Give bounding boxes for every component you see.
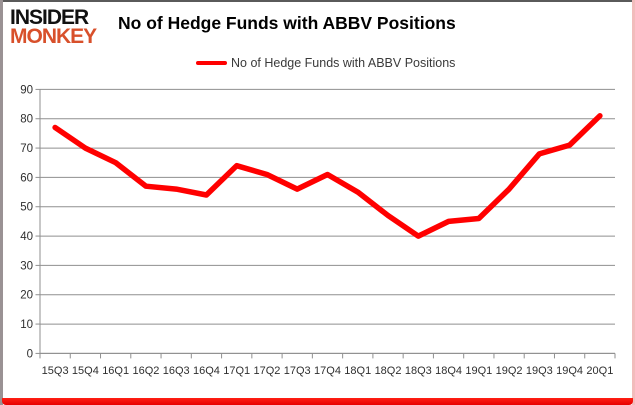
y-tick-label: 50 [20, 202, 33, 214]
y-tick-label: 10 [20, 319, 33, 331]
y-tick-label: 70 [20, 143, 33, 155]
x-tick-label: 18Q3 [405, 365, 432, 377]
legend-line-swatch [196, 61, 227, 65]
y-tick-label: 20 [20, 290, 33, 302]
legend-label: No of Hedge Funds with ABBV Positions [231, 56, 456, 70]
x-tick-label: 16Q2 [132, 365, 159, 377]
x-tick-label: 20Q1 [586, 365, 613, 377]
x-tick-label: 17Q3 [284, 365, 311, 377]
x-tick-label: 18Q2 [375, 365, 402, 377]
x-tick-label: 18Q4 [435, 365, 462, 377]
y-tick-label: 90 [20, 84, 33, 96]
x-tick-label: 16Q3 [163, 365, 190, 377]
x-tick-label: 15Q3 [42, 365, 69, 377]
x-tick-label: 17Q4 [314, 365, 341, 377]
x-tick-label: 16Q4 [193, 365, 220, 377]
x-tick-label: 19Q2 [496, 365, 523, 377]
x-tick-label: 17Q1 [223, 365, 250, 377]
x-tick-label: 16Q1 [102, 365, 129, 377]
legend: No of Hedge Funds with ABBV Positions [196, 56, 455, 70]
border-right [632, 0, 635, 405]
border-top [0, 0, 635, 2]
y-tick-label: 60 [20, 172, 33, 184]
x-tick-label: 18Q1 [344, 365, 371, 377]
x-tick-label: 17Q2 [254, 365, 281, 377]
x-tick-label: 19Q4 [556, 365, 583, 377]
y-tick-label: 0 [27, 348, 33, 360]
abbv-series-line [52, 113, 603, 239]
x-tick-label: 19Q3 [526, 365, 553, 377]
logo-line-insider: INSIDER [10, 6, 89, 29]
chart-title: No of Hedge Funds with ABBV Positions [118, 13, 456, 33]
x-tick-label: 15Q4 [72, 365, 99, 377]
y-tick-label: 30 [20, 260, 33, 272]
y-tick-label: 40 [20, 231, 33, 243]
border-left [0, 0, 3, 405]
y-tick-label: 80 [20, 114, 33, 126]
insider-monkey-logo: INSIDER MONKEY [10, 6, 97, 49]
x-tick-label: 19Q1 [465, 365, 492, 377]
border-bottom-red [2, 398, 633, 405]
logo-line-monkey: MONKEY [10, 25, 97, 49]
